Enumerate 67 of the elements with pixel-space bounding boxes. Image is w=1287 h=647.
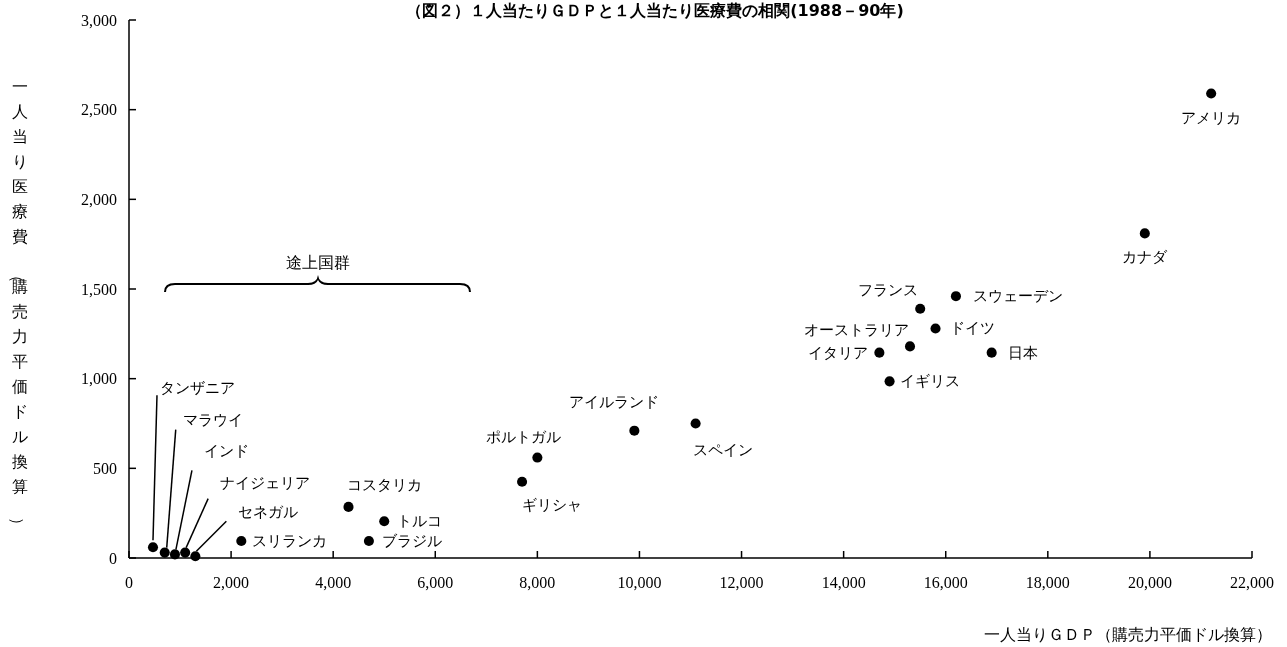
- annotation: スウェーデン: [972, 287, 1063, 306]
- annotation: ドイツ: [949, 319, 995, 338]
- point: [950, 291, 961, 302]
- annotation: ブラジル: [381, 531, 442, 550]
- y-tick-label: 3,000: [81, 11, 117, 29]
- point: [147, 542, 159, 553]
- annotation: スリランカ: [252, 531, 328, 550]
- x-tick-label: 18,000: [1025, 574, 1070, 591]
- point: [884, 376, 895, 387]
- point: [629, 425, 640, 436]
- x-tick-label: 10,000: [617, 574, 662, 591]
- point: [180, 547, 191, 558]
- y-tick-label: 0: [109, 549, 117, 567]
- annotation: タンザニア: [159, 379, 235, 398]
- point: [532, 452, 543, 463]
- y-tick-label: 2,500: [81, 101, 117, 119]
- annotation: アメリカ: [1181, 108, 1242, 127]
- annotation: フランス: [858, 280, 919, 299]
- point: [343, 501, 354, 512]
- x-tick-label: 14,000: [821, 574, 866, 591]
- annotation: セネガル: [238, 503, 299, 522]
- annotation: 日本: [1007, 343, 1038, 362]
- point: [236, 535, 247, 546]
- annotation: コスタリカ: [347, 475, 423, 494]
- point: [379, 516, 390, 527]
- point: [159, 547, 170, 558]
- annotation: オーストラリア: [804, 321, 909, 340]
- annotation: 途上国群: [286, 253, 350, 272]
- annotation: トルコ: [397, 512, 443, 531]
- chart-title: （図２）１人当たりＧＤＰと１人当たり医療費の相関(1988－90年): [406, 1, 904, 20]
- annotation: カナダ: [1122, 248, 1169, 267]
- annotation: インド: [203, 442, 249, 461]
- point: [517, 476, 528, 487]
- x-tick-label: 6,000: [417, 574, 454, 591]
- y-tick-label: 2,000: [81, 190, 117, 208]
- point: [1139, 228, 1150, 239]
- point: [915, 303, 926, 314]
- y-tick-label: 1,500: [81, 280, 117, 298]
- x-tick-label: 2,000: [213, 574, 250, 591]
- point: [986, 347, 997, 358]
- annotation: イタリア: [808, 343, 869, 362]
- x-tick-label: 0: [125, 574, 133, 591]
- point: [904, 341, 916, 352]
- annotation: ナイジェリア: [220, 473, 311, 492]
- annotation: ギリシャ: [522, 495, 583, 514]
- x-tick-label: 12,000: [719, 574, 764, 591]
- annotation: マラウイ: [182, 410, 243, 429]
- point: [363, 535, 374, 546]
- y-tick-label: 1,000: [81, 370, 117, 388]
- point: [190, 551, 201, 562]
- point: [1206, 88, 1217, 99]
- point: [874, 347, 885, 358]
- point: [690, 418, 701, 429]
- y-tick-label: 500: [93, 459, 117, 477]
- x-axis-title: 一人当りＧＤＰ（購売力平価ドル換算）: [984, 625, 1272, 644]
- x-tick-label: 16,000: [923, 574, 968, 591]
- text: 一人当り医療費（購売力平価ドル換算）: [8, 77, 28, 533]
- x-tick-label: 20,000: [1127, 574, 1172, 591]
- x-tick-label: 4,000: [315, 574, 352, 591]
- annotation: スペイン: [692, 440, 753, 459]
- point: [169, 549, 180, 560]
- annotation: アイルランド: [569, 392, 660, 411]
- annotation: イギリス: [899, 372, 960, 391]
- x-tick-label: 22,000: [1230, 574, 1274, 591]
- point: [930, 323, 941, 334]
- x-tick-label: 8,000: [519, 574, 556, 591]
- annotation: ポルトガル: [485, 427, 561, 446]
